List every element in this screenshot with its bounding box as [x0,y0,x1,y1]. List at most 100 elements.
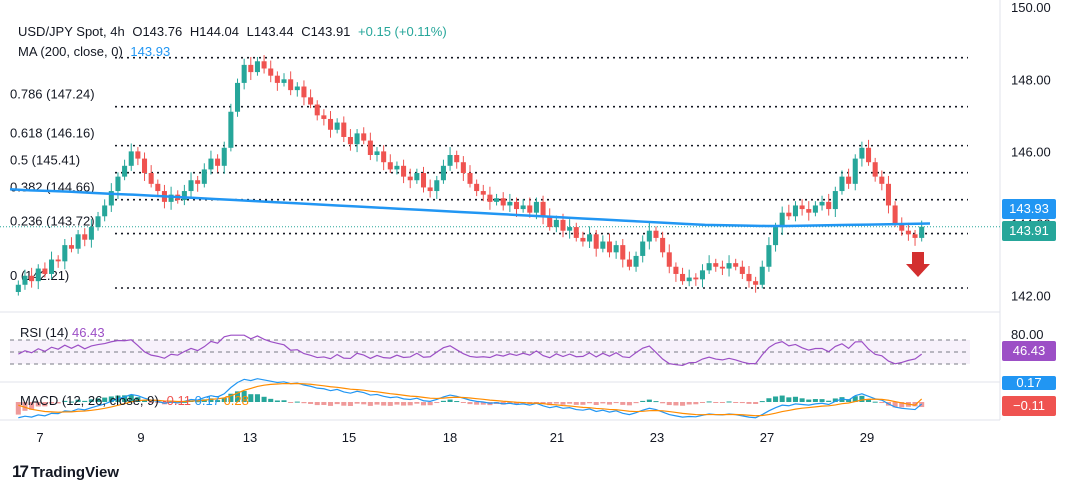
macd-histogram-bar [49,402,55,404]
candle-body [746,273,752,282]
macd-histogram-bar [221,397,227,402]
macd-histogram-bar [321,402,327,405]
macd-histogram-bar [367,402,373,406]
candle-body [347,136,353,145]
candle-body [792,205,798,217]
macd-histogram-bar [866,399,872,402]
macd-histogram-bar [68,401,74,403]
macd-histogram-bar [268,398,274,402]
ma-label: MA (200, close, 0) [18,44,123,59]
candle-body [394,165,400,170]
macd-histogram-bar [779,395,785,402]
candle-body [547,216,553,228]
macd-histogram-bar [839,397,845,402]
arrow-head [906,264,930,277]
symbol-label[interactable]: USD/JPY Spot, 4h [18,24,125,39]
candle-body [487,194,493,202]
rsi-tick-label: 80.00 [1011,327,1044,342]
macd-histogram-bar [726,401,732,403]
candle-body [75,234,81,249]
macd-histogram-bar [826,400,832,402]
candle-body [567,227,573,231]
macd-histogram-bar [786,397,792,402]
macd-histogram-bar [560,402,566,405]
macd-value: -0.11 [162,393,192,408]
macd-histogram-bar [766,398,772,402]
candle-body [500,198,506,206]
macd-histogram-bar [341,402,347,406]
candle-body [142,158,148,174]
chart-header: USD/JPY Spot, 4h O143.76 H144.04 L143.44… [18,24,451,39]
macd-histogram-bar [859,395,865,402]
macd-histogram-bar [812,399,818,402]
candle-body [29,275,35,282]
macd-histogram-bar [892,402,898,408]
candle-body [128,151,134,166]
macd-histogram-bar [394,402,400,405]
macd-histogram-bar [547,402,553,406]
macd-histogram-bar [142,400,148,402]
macd-histogram-bar [440,400,446,402]
candle-body [234,82,241,112]
candle-body [600,241,606,249]
candle-body [181,191,187,201]
low-value: L143.44 [246,24,294,39]
macd-histogram-bar [234,391,241,402]
rsi-pane [10,334,970,367]
macd-line [18,378,923,419]
fib-level-label: 0.236 (143.72) [10,214,95,229]
candle-body [95,216,101,228]
macd-histogram-bar [872,401,878,403]
rsi-label: RSI (14) [20,325,69,340]
macd-histogram-bar [354,402,360,404]
candle-body [467,173,473,184]
tradingview-logo[interactable]: 17 TradingView [12,462,119,482]
candle-body [713,263,719,267]
macd-histogram-bar [88,399,94,402]
macd-histogram-bar [739,402,745,404]
candle-body [866,147,872,163]
macd-histogram-bar [254,394,260,402]
macd-histogram-bar [128,394,134,402]
candle-body [613,245,619,253]
candle-body [261,61,267,69]
candle-body [381,151,387,163]
candle-body [879,176,885,184]
change-value: +0.15 (+0.11%) [358,24,447,39]
ma200-polyline [9,187,931,228]
macd-histogram-bar [600,402,606,404]
macd-legend[interactable]: MACD (12, 26, close, 9) -0.11 0.17 0.28 [20,393,249,408]
y-tick-label: 148.00 [1011,72,1051,87]
macd-histogram-bar [434,402,440,404]
candle-body [334,122,340,130]
candle-body [593,234,599,249]
ma-legend[interactable]: MA (200, close, 0) 143.93 [18,44,174,59]
rsi-legend[interactable]: RSI (14) 46.43 [20,325,105,340]
axes: 142.00144.00146.00148.00150.007913151821… [36,0,1050,445]
macd-histogram-bar [513,402,520,405]
signal-price-tag: 0.17 [1002,376,1056,390]
candle-body [606,241,613,253]
rsi-price-tag: 46.43 [1002,341,1056,361]
ma-price-tag: 143.93 [1002,199,1056,219]
candle-body [646,230,652,242]
candle-body [22,275,28,285]
candle-body [122,165,128,177]
macd-histogram-bar [832,398,838,402]
candle-body [912,234,918,238]
x-tick-label: 9 [137,430,144,445]
macd-histogram-bar [640,400,646,402]
candle-body [733,263,739,267]
macd-histogram-bar [626,402,632,406]
close-value: C143.91 [301,24,351,39]
candle-body [361,133,367,141]
candle-body [620,245,626,260]
macd-histogram-bar [573,402,579,405]
candle-body [148,173,154,184]
rsi-line [18,334,923,367]
candle-body [905,230,911,235]
candle-body [62,245,68,262]
candle-body [374,151,380,155]
candle-body [693,277,699,280]
